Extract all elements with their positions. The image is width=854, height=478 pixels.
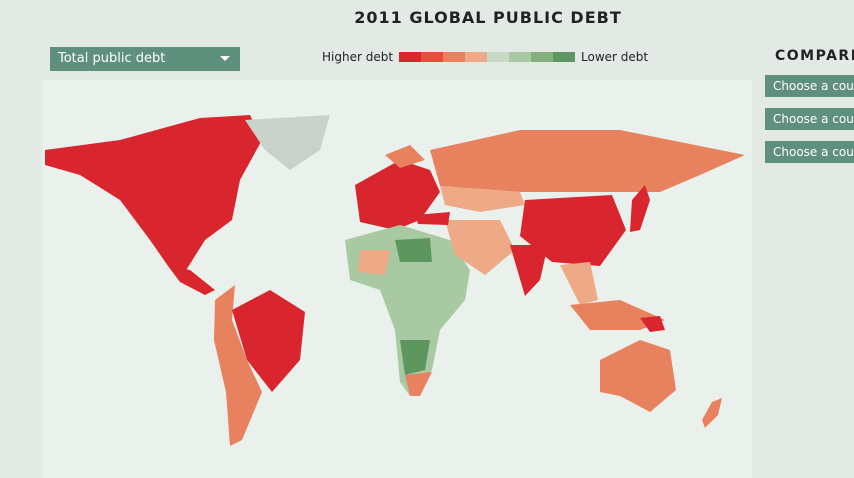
indonesia[interactable]: [570, 300, 665, 330]
legend-swatch: [465, 52, 488, 62]
india[interactable]: [510, 245, 548, 296]
legend: Higher debt Lower debt: [322, 50, 648, 64]
japan[interactable]: [630, 185, 650, 232]
china[interactable]: [520, 195, 626, 266]
country-select[interactable]: Choose a cou: [765, 141, 854, 163]
legend-low: Lower debt: [581, 50, 649, 64]
compare-panel: COMPARE Choose a cou Choose a cou Choose…: [765, 48, 854, 163]
central-asia[interactable]: [440, 186, 525, 212]
russia[interactable]: [430, 130, 745, 192]
europe[interactable]: [355, 160, 440, 230]
legend-swatch: [531, 52, 554, 62]
papua[interactable]: [640, 316, 665, 332]
legend-swatch: [509, 52, 532, 62]
legend-swatch: [443, 52, 466, 62]
country-select[interactable]: Choose a cou: [765, 108, 854, 130]
libya[interactable]: [395, 238, 432, 262]
south-america-west[interactable]: [214, 285, 262, 446]
southern-africa[interactable]: [400, 340, 430, 375]
compare-title: COMPARE: [775, 48, 854, 64]
scandinavia[interactable]: [385, 145, 425, 168]
southeast-asia[interactable]: [560, 262, 598, 305]
south-africa[interactable]: [405, 372, 432, 396]
greenland[interactable]: [245, 115, 330, 170]
australia[interactable]: [600, 340, 676, 412]
north-america[interactable]: [45, 115, 262, 272]
brazil[interactable]: [232, 290, 305, 392]
middle-east[interactable]: [445, 220, 515, 275]
central-america[interactable]: [168, 266, 215, 295]
title: 2011 GLOBAL PUBLIC DEBT: [354, 8, 622, 27]
legend-swatch: [399, 52, 422, 62]
west-africa[interactable]: [358, 250, 390, 275]
legend-swatches: [399, 52, 576, 62]
legend-high: Higher debt: [322, 50, 394, 64]
world-map: [42, 80, 752, 478]
country-select[interactable]: Choose a cou: [765, 75, 854, 97]
turkey[interactable]: [415, 212, 450, 225]
legend-swatch: [553, 52, 576, 62]
new-zealand[interactable]: [702, 398, 722, 428]
legend-swatch: [421, 52, 444, 62]
metric-dropdown[interactable]: Total public debt: [50, 47, 240, 71]
legend-swatch: [487, 52, 510, 62]
